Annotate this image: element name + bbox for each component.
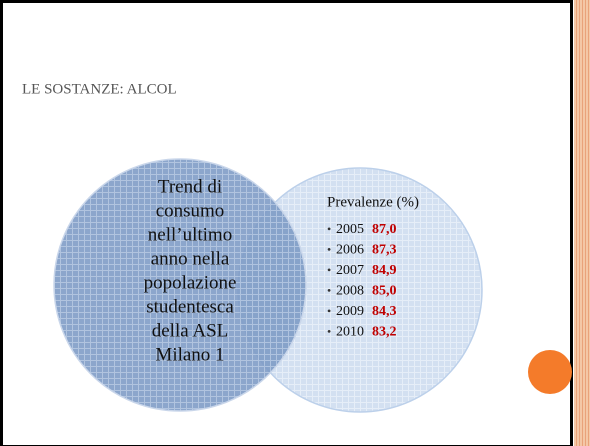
left-line: popolazione xyxy=(144,272,237,293)
left-line: Trend di xyxy=(158,176,222,197)
bullet: • xyxy=(327,242,331,256)
item-value: 85,0 xyxy=(372,284,397,299)
item-year: 2006 xyxy=(336,243,364,258)
frame xyxy=(0,0,573,446)
item-value: 87,3 xyxy=(372,243,397,258)
item-year: 2010 xyxy=(336,325,364,340)
right-heading: Prevalenze (%) xyxy=(327,194,419,210)
left-line: anno nella xyxy=(151,248,230,269)
left-line: Milano 1 xyxy=(155,344,224,365)
bullet: • xyxy=(327,324,331,338)
right-text: Prevalenze (%) • 2005 87,0 • 2006 87,3 • 2007 84,… xyxy=(327,194,419,339)
item-year: 2005 xyxy=(336,222,364,237)
item-value: 87,0 xyxy=(372,222,397,237)
item-year: 2008 xyxy=(336,284,364,299)
item-value: 84,9 xyxy=(372,263,397,278)
left-text: Trend di consumo nell’ultimo anno nella popo… xyxy=(144,176,237,365)
left-line: consumo xyxy=(156,200,225,221)
item-value: 83,2 xyxy=(372,325,397,340)
bullet: • xyxy=(327,304,331,318)
bullet: • xyxy=(327,222,331,236)
item-year: 2009 xyxy=(336,304,364,319)
left-line: della ASL xyxy=(152,320,229,341)
left-circle xyxy=(53,158,307,412)
left-line: nell’ultimo xyxy=(148,224,232,245)
bullet: • xyxy=(327,263,331,277)
title: LE SOSTANZE: ALCOL xyxy=(22,81,177,97)
item-value: 84,3 xyxy=(372,304,397,319)
side-bar xyxy=(574,0,590,446)
item-year: 2007 xyxy=(336,263,364,278)
bullet: • xyxy=(327,283,331,297)
left-line: studentesca xyxy=(146,296,234,317)
orange-dot xyxy=(528,350,572,394)
